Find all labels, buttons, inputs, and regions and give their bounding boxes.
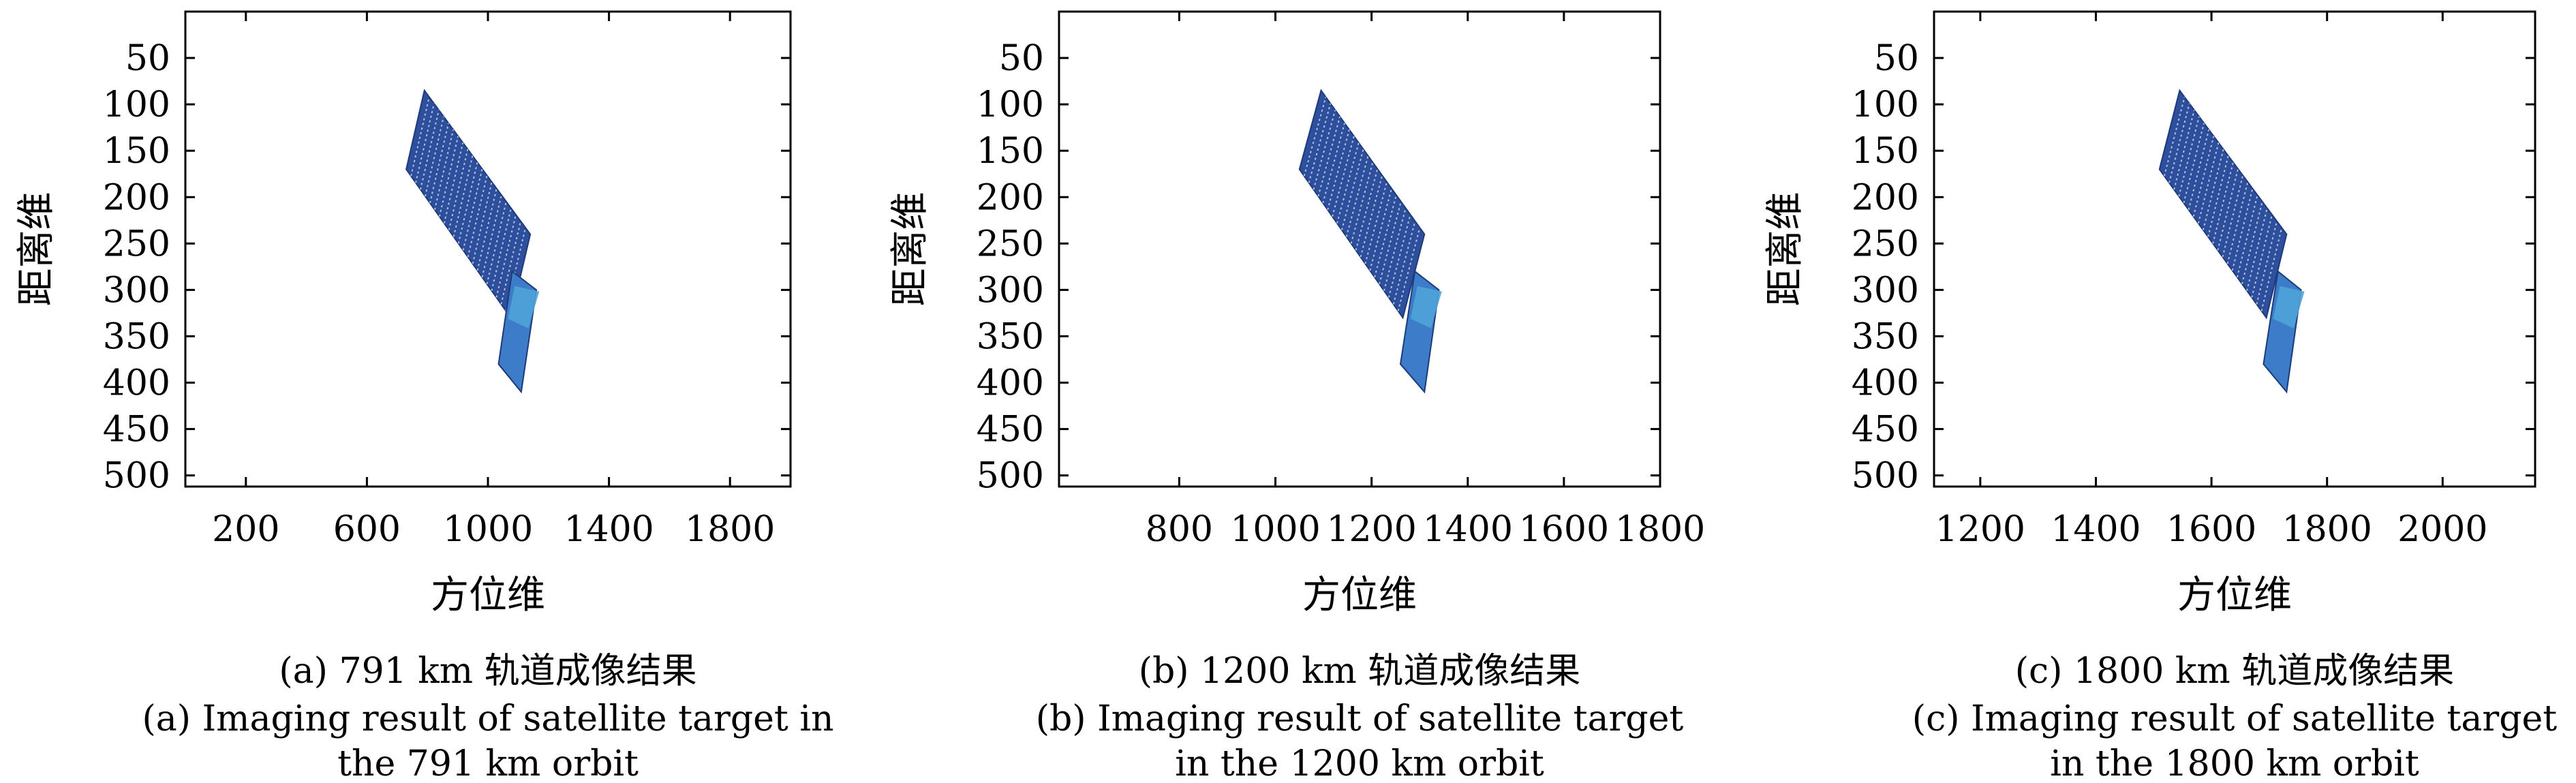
x-tick-label: 2000 [2397, 509, 2487, 550]
y-tick-label: 350 [103, 316, 170, 357]
panel-stripe [1313, 110, 1336, 190]
y-tick-label: 150 [1852, 131, 1919, 172]
y-tick-label: 50 [999, 38, 1044, 79]
y-tick-label: 350 [1852, 316, 1919, 357]
x-tick-label: 600 [333, 509, 401, 550]
caption-cn: (a) 791 km 轨道成像结果 [279, 651, 696, 692]
x-tick-label: 1800 [2282, 509, 2372, 550]
caption-en-line2: the 791 km orbit [337, 743, 639, 783]
panel-stripe [1317, 116, 1341, 197]
x-tick-label: 1200 [1935, 509, 2025, 550]
subplot-b: 800 1000 1200 1400 1600 1800 50 100 150 200 250 300… [888, 10, 1705, 783]
subplot-c: 1200 1400 1600 1800 2000 50 100 150 200 250 300 350… [1763, 10, 2558, 783]
satellite-body-highlight-c [2273, 286, 2305, 328]
panel-stripe [410, 97, 430, 176]
y-tick-label: 300 [103, 270, 170, 311]
caption-en-line1: (a) Imaging result of satellite target i… [142, 698, 834, 739]
panel-stripe [1397, 227, 1421, 311]
y-tick-label: 50 [125, 38, 170, 79]
caption-en-line1: (b) Imaging result of satellite target [1036, 698, 1684, 739]
y-tick-label: 250 [977, 224, 1044, 264]
panel-stripe [2163, 97, 2186, 176]
x-tick-label: 1400 [564, 509, 654, 550]
x-tick-label: 1000 [1230, 509, 1320, 550]
y-tick-label: 50 [1874, 38, 1919, 79]
caption-en-line2: in the 1200 km orbit [1175, 743, 1544, 783]
solar-panel-image-c [2158, 89, 2288, 320]
panel-stripes-c [2163, 97, 2283, 311]
y-tick-label: 400 [977, 363, 1044, 404]
panel-stripe [2173, 110, 2195, 190]
x-axis-label: 方位维 [2177, 573, 2292, 617]
panel-stripe [1308, 103, 1332, 183]
x-tick-label: 1400 [1423, 509, 1513, 550]
satellite-body-highlight-b [1410, 286, 1442, 328]
caption-en-line1: (c) Imaging result of satellite target [1912, 698, 2558, 739]
x-tick-label: 200 [212, 509, 279, 550]
plot-area-c [2158, 89, 2305, 394]
y-tick-label: 500 [103, 456, 170, 497]
plot-area-a [405, 89, 540, 394]
solar-panel-image-b [1298, 89, 1426, 320]
y-tick-label: 450 [1852, 410, 1919, 450]
y-tick-label: 500 [977, 456, 1044, 497]
panel-stripe [2168, 103, 2190, 183]
y-tick-label: 200 [1852, 177, 1919, 218]
y-tick-label: 450 [103, 410, 170, 450]
caption-en-line2: in the 1800 km orbit [2050, 743, 2419, 783]
plot-area-b [1298, 89, 1442, 394]
y-tick-label: 300 [1852, 270, 1919, 311]
x-tick-label: 1000 [443, 509, 533, 550]
x-axis-label: 方位维 [1302, 573, 1417, 617]
x-tick-label: 1600 [2166, 509, 2256, 550]
x-tick-label: 1800 [685, 509, 775, 550]
panel-stripe [420, 110, 440, 190]
y-tick-label: 350 [977, 316, 1044, 357]
panel-stripe [2178, 116, 2200, 197]
y-tick-label: 150 [103, 131, 170, 172]
subplot-a: 200 600 1000 1400 1800 50 100 150 200 250 300 350 40… [14, 10, 834, 783]
y-tick-label: 400 [1852, 363, 1919, 404]
panel-stripe [433, 129, 455, 211]
y-tick-label: 200 [977, 177, 1044, 218]
x-tick-label: 1800 [1615, 509, 1705, 550]
x-tick-label: 1400 [2051, 509, 2141, 550]
panel-stripe [424, 116, 444, 197]
y-tick-label: 400 [103, 363, 170, 404]
caption-cn: (b) 1200 km 轨道成像结果 [1139, 651, 1581, 692]
y-axis-label: 距离维 [888, 192, 932, 307]
y-tick-label: 500 [1852, 456, 1919, 497]
panel-stripes-a [410, 97, 527, 311]
panel-stripe [438, 136, 459, 217]
y-tick-label: 150 [977, 131, 1044, 172]
y-tick-label: 250 [103, 224, 170, 264]
y-tick-label: 250 [1852, 224, 1919, 264]
y-tick-label: 100 [1852, 85, 1919, 125]
x-tick-label: 800 [1146, 509, 1213, 550]
x-tick-label: 1200 [1326, 509, 1416, 550]
plot-frame-b [1058, 10, 1661, 488]
y-tick-label: 300 [977, 270, 1044, 311]
panel-stripe [1303, 97, 1327, 176]
satellite-body-highlight-a [508, 286, 540, 328]
y-axis-label: 距离维 [1763, 192, 1807, 307]
y-tick-label: 100 [103, 85, 170, 125]
x-axis-label: 方位维 [431, 573, 545, 617]
x-tick-label: 1600 [1519, 509, 1609, 550]
panel-stripes-b [1303, 97, 1421, 311]
y-tick-label: 200 [103, 177, 170, 218]
panel-stripe [2183, 123, 2205, 204]
y-tick-label: 100 [977, 85, 1044, 125]
panel-stripe [429, 123, 450, 204]
panel-stripe [415, 103, 435, 183]
y-axis-label: 距离维 [14, 192, 59, 307]
y-tick-label: 450 [977, 410, 1044, 450]
caption-cn: (c) 1800 km 轨道成像结果 [2015, 651, 2454, 692]
